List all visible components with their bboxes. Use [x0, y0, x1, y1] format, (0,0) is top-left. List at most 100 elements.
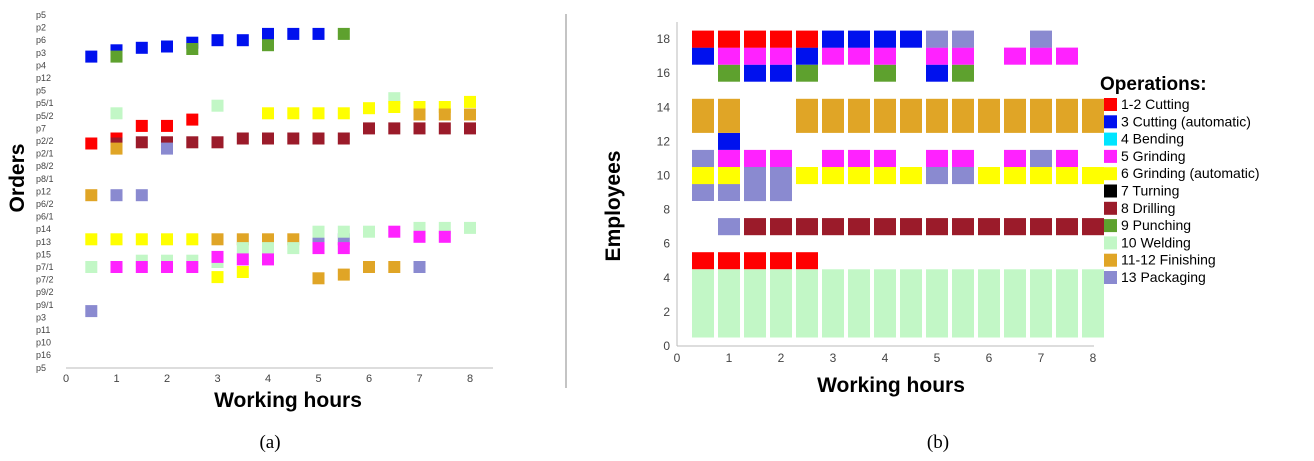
- panel-a-x-tick-label: 6: [366, 373, 372, 385]
- employee-op-block-103: [744, 30, 766, 48]
- panel-a-y-tick-label: p5: [36, 10, 46, 20]
- employee-op-block-61: [926, 149, 948, 167]
- employee-op-block-93: [822, 47, 844, 65]
- panel-b-y-tick-label: 4: [663, 271, 670, 285]
- employee-op-block-71: [848, 98, 870, 133]
- panel-a-y-tick-label: p2: [36, 23, 46, 33]
- panel-b-x-tick-label: 8: [1090, 351, 1097, 365]
- employee-op-block-58: [822, 149, 844, 167]
- employee-op-block-56: [744, 149, 766, 167]
- panel-a-x-tick-label: 0: [63, 373, 69, 385]
- legend-label-5: 5 Grinding: [1121, 148, 1186, 164]
- employee-op-block-9: [926, 269, 948, 338]
- order-op-mark-45: [262, 132, 274, 145]
- employee-op-block-84: [796, 64, 818, 82]
- employee-op-block-98: [1004, 47, 1026, 65]
- employee-op-block-4: [796, 269, 818, 338]
- employee-op-block-18: [744, 252, 766, 270]
- legend-swatch-1-2: [1104, 98, 1117, 111]
- employee-op-block-38: [744, 167, 766, 202]
- panel-a-y-tick-label: p5: [36, 86, 46, 96]
- order-op-mark-32: [438, 108, 451, 121]
- order-op-mark-36: [413, 122, 426, 135]
- order-op-mark-12: [262, 39, 274, 52]
- employee-op-block-77: [1004, 98, 1026, 133]
- panel-b-label: (b): [927, 432, 949, 453]
- employee-op-block-16: [692, 252, 714, 270]
- employee-op-block-10: [952, 269, 974, 338]
- legend-label-9: 9 Punching: [1121, 217, 1191, 233]
- legend-title: Operations:: [1100, 74, 1207, 95]
- order-op-mark-5: [211, 34, 224, 47]
- order-op-mark-58: [186, 233, 199, 246]
- employee-op-block-29: [926, 218, 948, 236]
- employee-op-block-14: [1056, 269, 1078, 338]
- employee-op-block-7: [874, 269, 896, 338]
- employee-op-block-47: [926, 167, 948, 185]
- order-op-mark-66: [337, 225, 350, 238]
- panel-a-y-tick-label: p12: [36, 186, 51, 196]
- panel-a-y-tick-label: p14: [36, 224, 51, 234]
- legend-label-6: 6 Grinding (automatic): [1121, 165, 1260, 181]
- employee-op-block-92: [796, 47, 818, 65]
- panel-a-y-axis-title: Orders: [6, 144, 29, 213]
- order-op-mark-3: [161, 40, 173, 53]
- panel-b-y-tick-label: 16: [657, 66, 671, 80]
- panel-b-x-tick-labels: 0 1 2 3 4 5 6 7 8: [674, 351, 1097, 365]
- legend-label-7: 7 Turning: [1121, 183, 1179, 199]
- employee-op-block-42: [796, 167, 818, 185]
- employee-op-block-76: [978, 98, 1000, 133]
- order-op-mark-65: [312, 225, 325, 238]
- order-op-mark-44: [236, 132, 249, 145]
- employee-op-block-74: [926, 98, 948, 133]
- employee-op-block-17: [718, 252, 740, 270]
- order-op-mark-94: [337, 268, 350, 281]
- employee-op-block-41: [718, 167, 740, 185]
- order-op-mark-27: [388, 101, 401, 113]
- panel-b-y-tick-label: 2: [663, 305, 670, 319]
- panel-a-x-axis-title: Working hours: [214, 389, 362, 412]
- panel-a-y-tick-label: p5/1: [36, 98, 54, 108]
- employee-op-block-102: [718, 30, 740, 48]
- panel-a-x-tick-label: 1: [113, 373, 119, 385]
- employee-op-block-13: [1030, 269, 1052, 338]
- panel-a-y-tick-label: p6/2: [36, 199, 54, 209]
- employee-op-block-97: [952, 47, 974, 65]
- order-op-mark-9: [312, 27, 325, 40]
- order-op-mark-84: [236, 253, 249, 266]
- employee-op-block-21: [718, 218, 740, 236]
- panel-a-y-tick-label: p4: [36, 60, 46, 70]
- employee-op-block-109: [900, 30, 922, 48]
- order-op-mark-11: [186, 43, 199, 55]
- legend-swatch-5: [1104, 149, 1117, 163]
- order-op-mark-14: [110, 107, 123, 120]
- legend-label-3: 3 Cutting (automatic): [1121, 113, 1251, 129]
- order-op-mark-55: [110, 233, 123, 246]
- order-op-mark-37: [438, 122, 451, 135]
- panel-b-y-axis-title: Employees: [602, 151, 625, 262]
- employee-op-block-36: [692, 184, 714, 201]
- order-op-mark-49: [110, 142, 123, 155]
- employee-op-block-39: [770, 167, 792, 202]
- panel-b-y-tick-label: 6: [663, 237, 670, 251]
- employee-op-block-88: [692, 47, 714, 65]
- legend-swatch-13: [1104, 271, 1117, 284]
- employee-op-block-55: [718, 149, 740, 167]
- panel-b-marks: [692, 30, 1104, 338]
- employee-op-block-59: [848, 149, 870, 167]
- employee-op-block-107: [848, 30, 870, 48]
- legend-swatch-8: [1104, 201, 1117, 215]
- legend-label-13: 13 Packaging: [1121, 269, 1206, 285]
- order-op-mark-83: [211, 250, 224, 263]
- panel-b-x-tick-label: 1: [726, 351, 733, 365]
- panel-a-y-tick-labels: p5 p2 p6 p3 p4 p12 p5 p5/1 p5/2 p7 p2/2 p2/1 p8/2 p8/…: [36, 10, 54, 373]
- order-op-mark-73: [438, 230, 451, 243]
- panel-a-y-tick-label: p5/2: [36, 111, 54, 121]
- panel-a-y-tick-label: p7/1: [36, 262, 54, 272]
- panel-a-y-tick-label: p6/1: [36, 212, 54, 222]
- legend-swatch-6: [1104, 167, 1117, 181]
- employee-op-block-20: [796, 252, 818, 270]
